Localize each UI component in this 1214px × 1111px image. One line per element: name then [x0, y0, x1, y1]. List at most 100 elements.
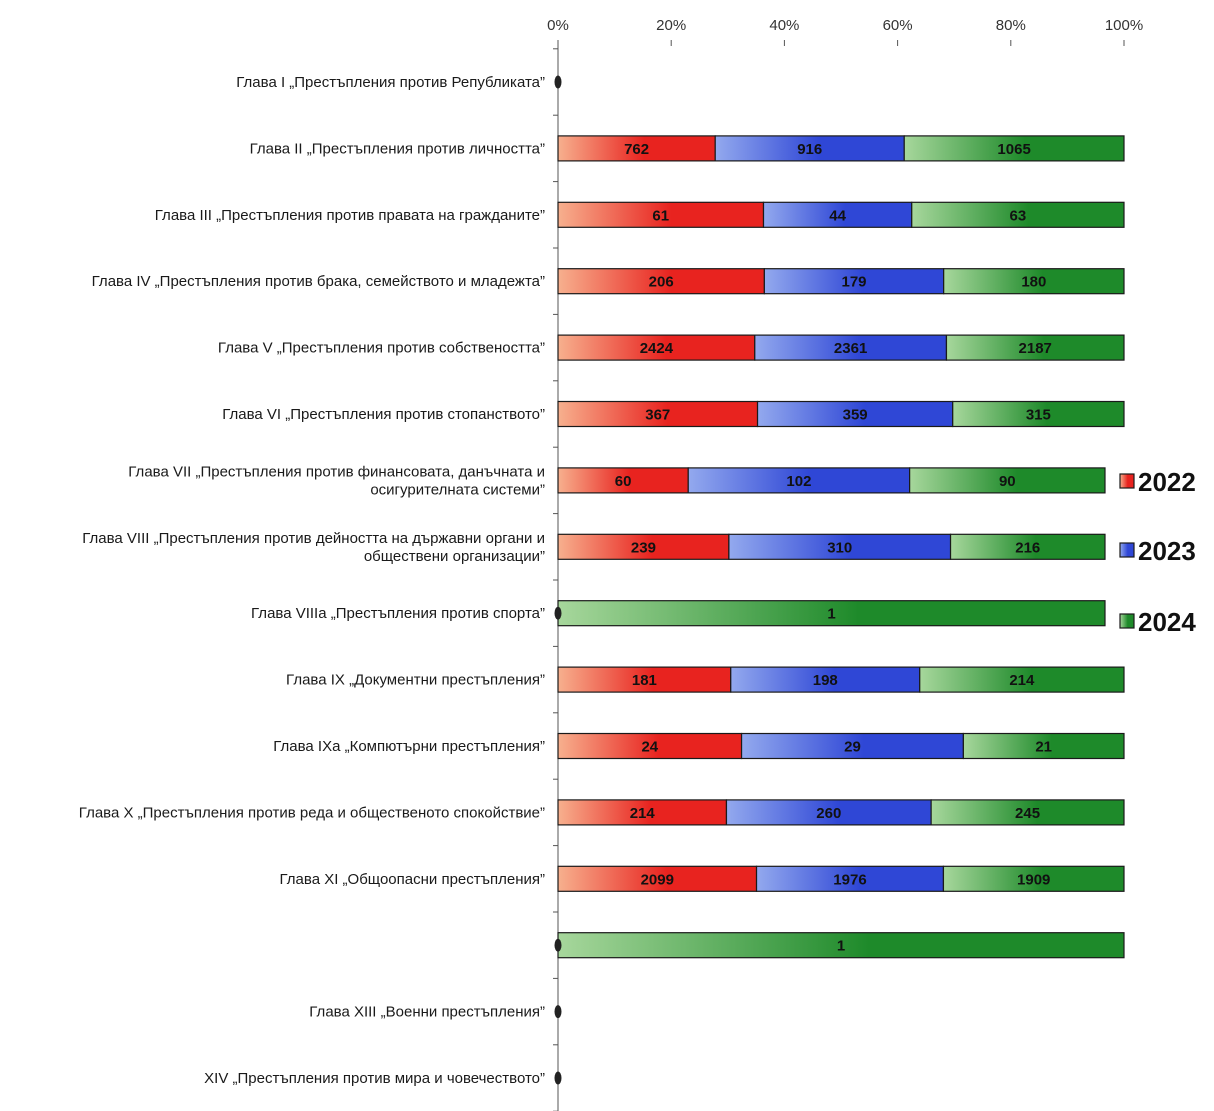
bar-2024 — [911, 201, 1125, 228]
legend: 2022 2023 2024 — [1119, 467, 1196, 637]
zero-marker — [554, 938, 562, 952]
data-label: 63 — [1010, 207, 1027, 224]
data-label: 90 — [999, 473, 1016, 490]
bar-2024 — [557, 932, 1125, 959]
bar-2024 — [943, 268, 1125, 295]
data-label: 29 — [844, 739, 861, 756]
bar-2024 — [930, 799, 1125, 826]
category-label: Глава X „Престъпления против реда и обще… — [79, 804, 545, 821]
bar-2023 — [756, 400, 954, 428]
bar-2024 — [962, 732, 1125, 760]
bar-2022 — [557, 400, 759, 428]
category-label: Глава I „Престъпления против Републиката… — [236, 74, 545, 91]
bar-2023 — [755, 865, 945, 892]
data-label: 1065 — [997, 141, 1030, 158]
bar-2022 — [557, 268, 765, 295]
bar-2022 — [557, 467, 689, 494]
data-label: 239 — [631, 539, 656, 556]
category-label: Глава V „Престъпления против собственост… — [218, 340, 545, 357]
data-label: 1909 — [1017, 871, 1050, 888]
bar-2023 — [740, 732, 964, 760]
category-label: Глава II „Престъпления против личността” — [250, 140, 545, 157]
legend-label: 2023 — [1138, 536, 1196, 566]
bar-2024 — [949, 533, 1106, 560]
bar-2023 — [687, 467, 911, 494]
bar-2023 — [754, 334, 948, 361]
category-label: Глава IX „Документни престъпления” — [286, 672, 545, 689]
legend-swatch-2022 — [1119, 473, 1135, 489]
category-label: XIV „Престъпления против мира и човечест… — [204, 1070, 545, 1087]
bar-2024 — [942, 865, 1125, 892]
zero-marker — [554, 1005, 562, 1019]
x-tick-label: 80% — [996, 17, 1026, 34]
data-label: 916 — [797, 141, 822, 158]
data-label: 180 — [1021, 274, 1046, 291]
data-label: 214 — [1009, 672, 1035, 689]
bar-2022 — [557, 533, 730, 560]
zero-marker — [554, 75, 562, 89]
data-label: 102 — [786, 473, 811, 490]
data-label: 245 — [1015, 805, 1040, 822]
x-tick-label: 20% — [656, 17, 686, 34]
category-label: Глава VIII „Престъпления против дейностт… — [82, 530, 545, 565]
category-labels: Глава I „Престъпления против Републиката… — [79, 74, 545, 1087]
legend-swatch-2024 — [1119, 613, 1135, 629]
bar-2024 — [945, 334, 1125, 361]
data-label: 214 — [630, 805, 656, 822]
legend-label: 2024 — [1138, 607, 1196, 637]
category-label: Глава XI „Общоопасни престъпления” — [280, 871, 545, 888]
axis-group: 0% 20% 40% 60% 80% 100% — [547, 17, 1143, 1111]
category-label: Глава III „Престъпления против правата н… — [155, 207, 545, 224]
data-label: 60 — [615, 473, 632, 490]
x-tick-label: 100% — [1105, 17, 1143, 34]
data-label: 315 — [1026, 407, 1051, 424]
data-label: 762 — [624, 141, 649, 158]
bar-2024 — [557, 600, 1106, 627]
data-label: 260 — [816, 805, 841, 822]
data-label: 1976 — [833, 871, 866, 888]
bar-2023 — [730, 666, 921, 693]
bar-2022 — [557, 732, 743, 760]
category-label: Глава IV „Престъпления против брака, сем… — [92, 273, 545, 290]
bar-2023 — [763, 268, 945, 295]
data-label: 2187 — [1019, 340, 1052, 357]
x-tick-label: 60% — [883, 17, 913, 34]
zero-marker — [554, 1071, 562, 1085]
bars-group: 762 916 1065 61 44 63 206 179 180 2424 2361 2187 367… — [554, 75, 1125, 1085]
data-label: 179 — [842, 274, 867, 291]
data-label: 216 — [1015, 539, 1040, 556]
data-label: 21 — [1035, 739, 1052, 756]
legend-swatch-2023 — [1119, 542, 1135, 558]
bar-2024 — [909, 467, 1106, 494]
bar-2024 — [952, 400, 1125, 428]
data-label: 2099 — [641, 871, 674, 888]
data-label: 181 — [632, 672, 657, 689]
data-label: 198 — [813, 672, 838, 689]
bar-2022 — [557, 334, 756, 361]
data-label: 1 — [827, 606, 835, 623]
category-label: Глава VI „Престъпления против стопанство… — [222, 406, 545, 423]
data-label: 310 — [827, 539, 852, 556]
data-label: 2361 — [834, 340, 867, 357]
data-label: 1 — [837, 938, 845, 955]
bar-2024 — [919, 666, 1125, 693]
data-label: 359 — [843, 407, 868, 424]
bar-2022 — [557, 799, 728, 826]
category-label: Глава VII „Престъпления против финансова… — [128, 463, 545, 498]
zero-marker — [554, 606, 562, 620]
bar-2023 — [728, 533, 952, 560]
x-tick-label: 40% — [769, 17, 799, 34]
bar-2023 — [762, 201, 913, 228]
category-label: Глава XIII „Военни престъпления” — [309, 1004, 545, 1021]
category-label: Глава VIIIa „Престъпления против спорта” — [251, 605, 545, 622]
data-label: 44 — [829, 207, 846, 224]
data-label: 2424 — [640, 340, 674, 357]
legend-label: 2022 — [1138, 467, 1196, 497]
bar-2024 — [903, 135, 1125, 162]
data-label: 367 — [645, 407, 670, 424]
data-label: 206 — [649, 274, 674, 291]
bar-2023 — [725, 799, 932, 826]
bar-2022 — [557, 666, 732, 693]
category-label: Глава IXa „Компютърни престъпления” — [273, 738, 545, 755]
